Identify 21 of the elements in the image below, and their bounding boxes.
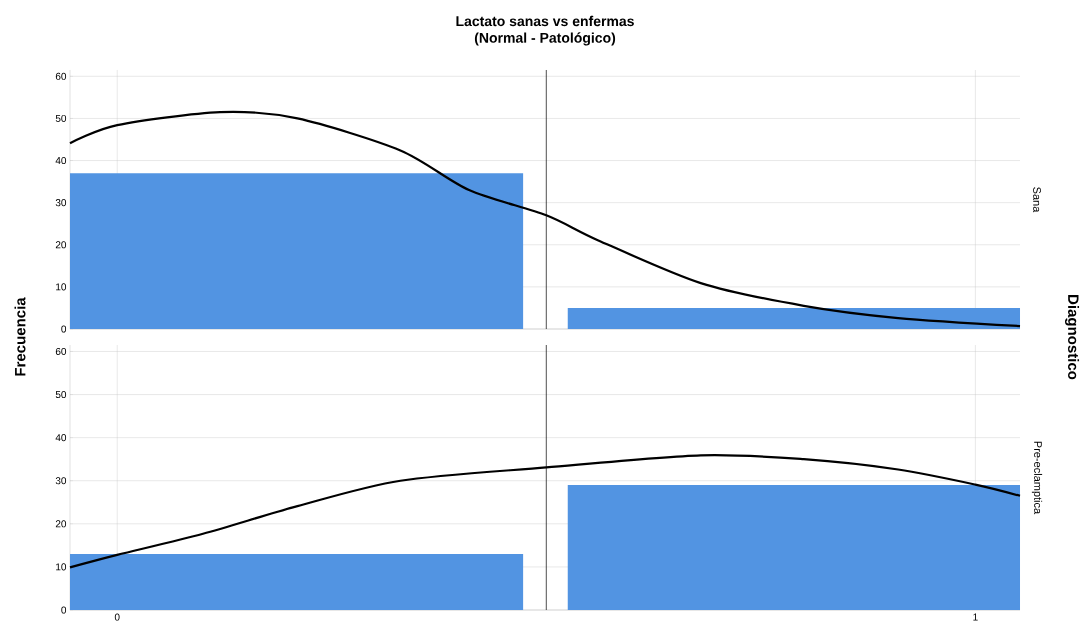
text: Diagnostico	[1064, 295, 1080, 380]
y-tick-label: 0	[61, 606, 67, 614]
chart-subtitle: (Normal - Patológico)	[474, 32, 616, 46]
y-tick-label: 50	[55, 114, 67, 122]
y-tick-label: 60	[55, 347, 67, 355]
x-tick-label: 1	[973, 613, 978, 621]
y2-axis-title: Pre-eclamptica	[1031, 441, 1043, 515]
y-tick-label: 10	[56, 563, 67, 571]
y-tick-label: 20	[55, 241, 67, 249]
y-tick-label: 20	[55, 520, 67, 528]
chart-title: Lactato sanas vs enfermas	[456, 15, 634, 27]
y-tick-label: 10	[56, 283, 67, 291]
y-tick-label: 40	[55, 434, 67, 442]
y-tick-label: 0	[61, 325, 67, 333]
y-tick-label: 40	[55, 157, 67, 165]
y-axis-title: Frecuencia	[14, 297, 26, 376]
y-tick-label: 50	[55, 391, 67, 399]
y-tick-label: 30	[55, 477, 67, 485]
y-tick-label: 30	[55, 199, 67, 207]
y-tick-label: 60	[55, 72, 67, 80]
y2-axis-title: Sana	[1033, 187, 1041, 213]
